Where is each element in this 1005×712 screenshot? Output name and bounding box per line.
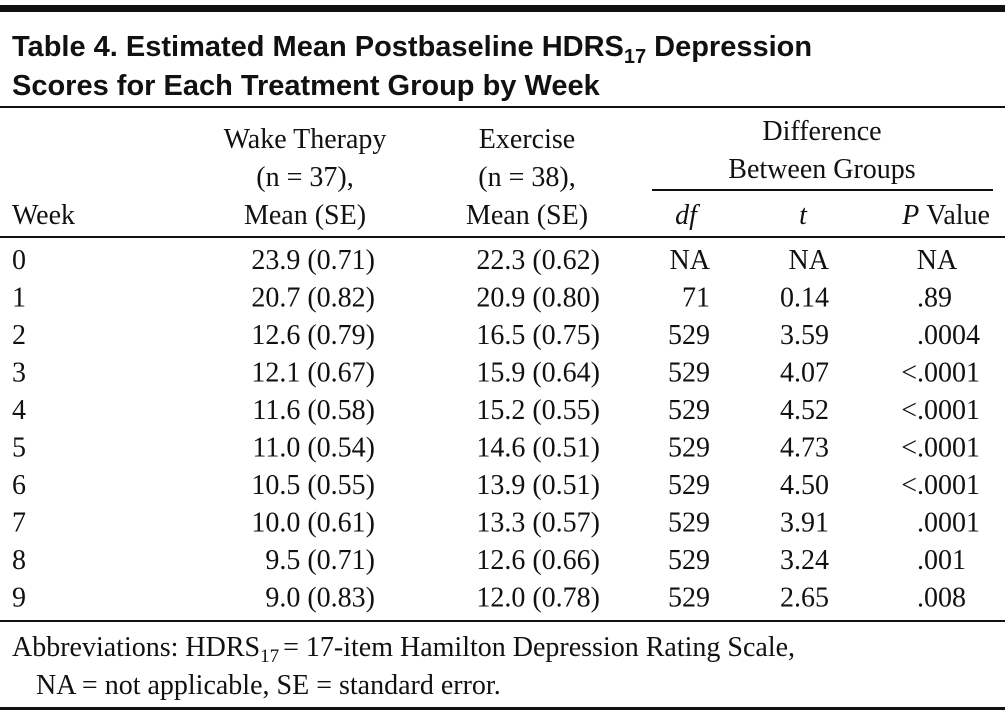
table-cell: 11.6 (0.58)	[252, 395, 375, 426]
table-cell: 6	[12, 470, 26, 501]
table-cell: 8	[12, 545, 26, 576]
table-cell: 14.6 (0.51)	[476, 433, 600, 464]
table-cell: <.0001	[901, 433, 980, 464]
table-cell: .0001	[917, 508, 980, 539]
title-subscript: 17	[624, 46, 646, 68]
table-cell: 0.14	[780, 283, 829, 314]
table-cell: 20.7 (0.82)	[251, 283, 375, 314]
column-header: (n = 37),	[256, 162, 353, 193]
column-header: df	[675, 200, 700, 231]
table-cell: 9.5 (0.71)	[265, 545, 375, 576]
footnote-subscript: 17	[260, 646, 279, 667]
table-cell: 71	[682, 283, 710, 314]
table-cell: 3	[12, 358, 26, 389]
column-header: t	[799, 200, 808, 231]
table-cell: 4.50	[780, 470, 829, 501]
table-cell: 12.0 (0.78)	[476, 583, 600, 614]
column-header: Exercise	[479, 124, 575, 155]
table-cell: .0004	[917, 320, 980, 351]
table-cell: 10.0 (0.61)	[251, 508, 375, 539]
table-cell: 12.6 (0.79)	[251, 320, 375, 351]
table-cell: 10.5 (0.55)	[251, 470, 375, 501]
table-cell: <.0001	[901, 470, 980, 501]
table-cell: 529	[668, 433, 710, 464]
table-cell: <.0001	[901, 395, 980, 426]
table-cell: 529	[668, 545, 710, 576]
column-header: Between Groups	[728, 154, 915, 185]
table-cell: 13.3 (0.57)	[476, 508, 600, 539]
table-cell: .89	[917, 283, 952, 314]
table-cell: 529	[668, 320, 710, 351]
rule	[0, 106, 1005, 108]
table-cell: 2.65	[780, 583, 829, 614]
table-cell: 11.0 (0.54)	[252, 433, 375, 464]
table-cell: 3.59	[780, 320, 829, 351]
column-header: Mean (SE)	[466, 200, 588, 231]
table-cell: .008	[917, 583, 966, 614]
column-header: Week	[12, 200, 75, 231]
bottom-rule	[0, 707, 1005, 710]
title-text: Table 4. Estimated Mean Postbaseline HDR…	[12, 31, 624, 63]
table-cell: 12.1 (0.67)	[251, 358, 375, 389]
table-cell: 2	[12, 320, 26, 351]
table-cell: 529	[668, 358, 710, 389]
table-cell: 529	[668, 470, 710, 501]
table-cell: 12.6 (0.66)	[476, 545, 600, 576]
footnote-text: = 17-item Hamilton Depression Rating Sca…	[283, 632, 795, 663]
table-cell: 23.9 (0.71)	[251, 245, 375, 276]
table-cell: 22.3 (0.62)	[476, 245, 600, 276]
footnote-text: Abbreviations: HDRS	[12, 632, 260, 663]
header-italic: P	[901, 200, 919, 231]
group-rule	[652, 189, 993, 191]
table-cell: 3.91	[780, 508, 829, 539]
column-header: (n = 38),	[478, 162, 575, 193]
footnote-line: Abbreviations: HDRS17 = 17-item Hamilton …	[12, 632, 795, 667]
table-cell: 15.2 (0.55)	[476, 395, 600, 426]
table-cell: .001	[917, 545, 966, 576]
column-header: Difference	[762, 116, 881, 147]
table-cell: 20.9 (0.80)	[476, 283, 600, 314]
table-cell: 9	[12, 583, 26, 614]
column-header: P Value	[901, 200, 990, 231]
table-cell: 15.9 (0.64)	[476, 358, 600, 389]
table-cell: 13.9 (0.51)	[476, 470, 600, 501]
table-cell: 7	[12, 508, 26, 539]
table-cell: 529	[668, 583, 710, 614]
title-text: Depression	[654, 31, 812, 63]
table-cell: 9.0 (0.83)	[265, 583, 375, 614]
table-cell: 4	[12, 395, 26, 426]
table-cell: 529	[668, 395, 710, 426]
table-cell: 529	[668, 508, 710, 539]
table-body: 0 23.9 (0.71) 22.3 (0.62) NA NA NA 1 20.7 (0.82…	[12, 245, 980, 614]
table-cell: 5	[12, 433, 26, 464]
table-cell: 1	[12, 283, 26, 314]
table-cell: 3.24	[780, 545, 829, 576]
table-cell: NA	[670, 245, 711, 276]
table-cell: NA	[789, 245, 830, 276]
table-cell: 4.73	[780, 433, 829, 464]
title-text: Scores for Each Treatment Group by Week	[12, 70, 601, 102]
column-header: Mean (SE)	[244, 200, 366, 231]
table-cell: 16.5 (0.75)	[476, 320, 600, 351]
footnote-text: NA = not applicable, SE = standard error…	[36, 670, 501, 701]
rule	[0, 236, 1005, 238]
table-cell: 4.07	[780, 358, 829, 389]
table-cell: 0	[12, 245, 26, 276]
title-line: Table 4. Estimated Mean Postbaseline HDR…	[12, 31, 812, 68]
table-cell: NA	[917, 245, 958, 276]
top-rule	[0, 5, 1005, 12]
table-cell: 4.52	[780, 395, 829, 426]
table-cell: <.0001	[901, 358, 980, 389]
column-header: Wake Therapy	[224, 124, 387, 155]
header-text: Value	[926, 200, 990, 231]
rule	[0, 620, 1005, 622]
